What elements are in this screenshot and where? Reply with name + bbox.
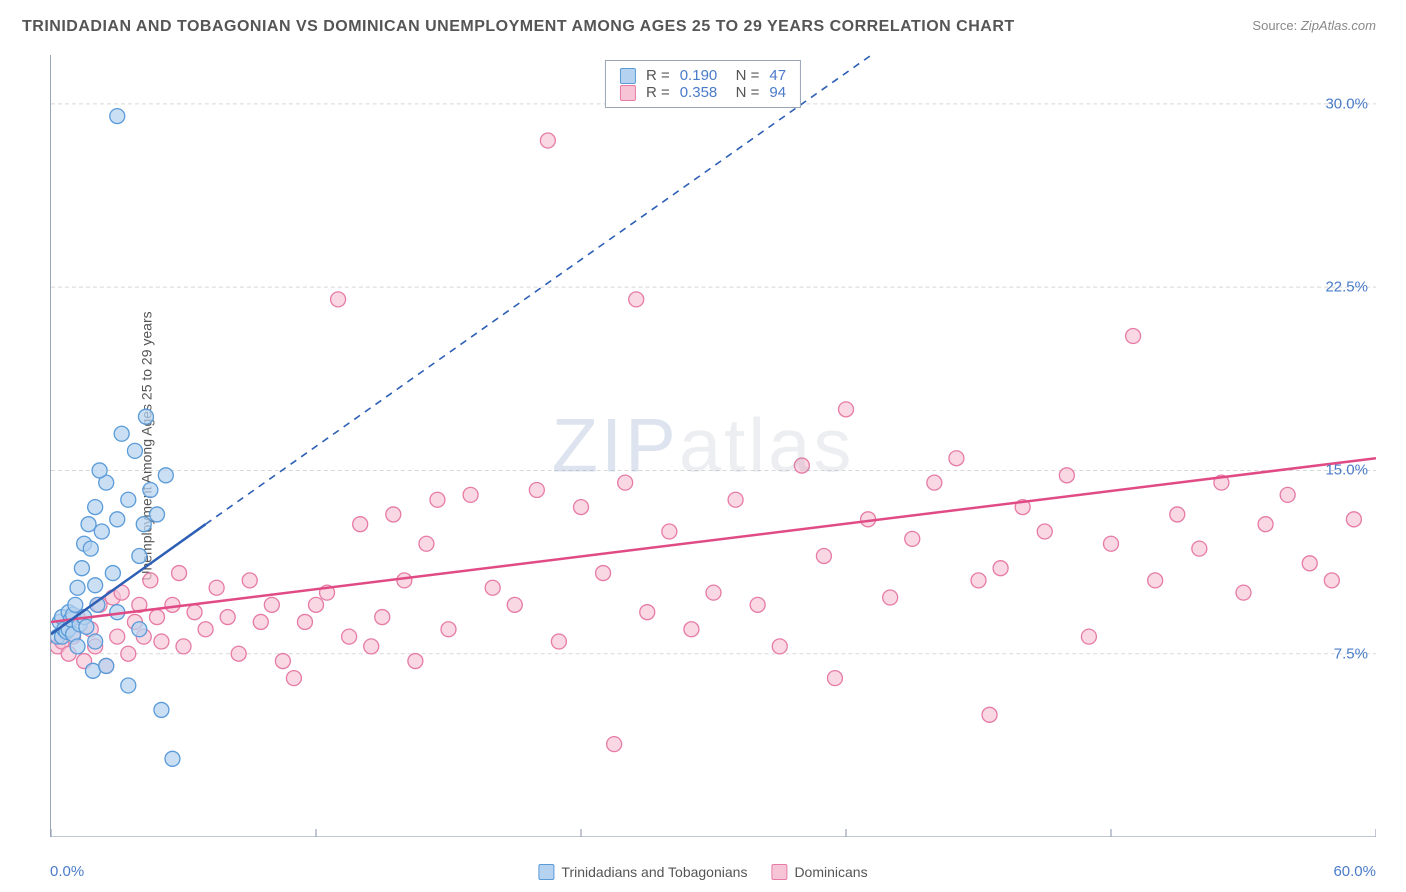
x-axis-max-label: 60.0% xyxy=(1333,863,1376,880)
stats-r-tt: 0.190 xyxy=(680,67,718,84)
stats-n-dom: 94 xyxy=(769,84,786,101)
swatch-dom-icon xyxy=(620,85,636,101)
legend-item-dom: Dominicans xyxy=(771,864,867,880)
legend-item-tt: Trinidadians and Tobagonians xyxy=(538,864,747,880)
y-tick-label: 30.0% xyxy=(1325,95,1368,112)
legend-swatch-tt-icon xyxy=(538,864,554,880)
legend-label-tt: Trinidadians and Tobagonians xyxy=(561,864,747,880)
stats-row-tt: R = 0.190 N = 47 xyxy=(620,67,786,84)
y-tick-label: 7.5% xyxy=(1334,645,1368,662)
bottom-legend: Trinidadians and Tobagonians Dominicans xyxy=(538,864,867,880)
source-attribution: Source: ZipAtlas.com xyxy=(1252,18,1376,33)
stats-n-tt: 47 xyxy=(769,67,786,84)
swatch-tt-icon xyxy=(620,68,636,84)
stats-legend-box: R = 0.190 N = 47 R = 0.358 N = 94 xyxy=(605,60,801,108)
x-axis-min-label: 0.0% xyxy=(50,863,84,880)
y-tick-label: 15.0% xyxy=(1325,462,1368,479)
source-label: Source: xyxy=(1252,18,1297,33)
chart-title: TRINIDADIAN AND TOBAGONIAN VS DOMINICAN … xyxy=(22,18,1015,36)
legend-swatch-dom-icon xyxy=(771,864,787,880)
stats-row-dom: R = 0.358 N = 94 xyxy=(620,84,786,101)
source-value: ZipAtlas.com xyxy=(1301,18,1376,33)
scatter-svg xyxy=(51,55,1376,837)
stats-r-dom: 0.358 xyxy=(680,84,718,101)
y-tick-label: 22.5% xyxy=(1325,279,1368,296)
plot-area xyxy=(50,55,1376,837)
legend-label-dom: Dominicans xyxy=(794,864,867,880)
